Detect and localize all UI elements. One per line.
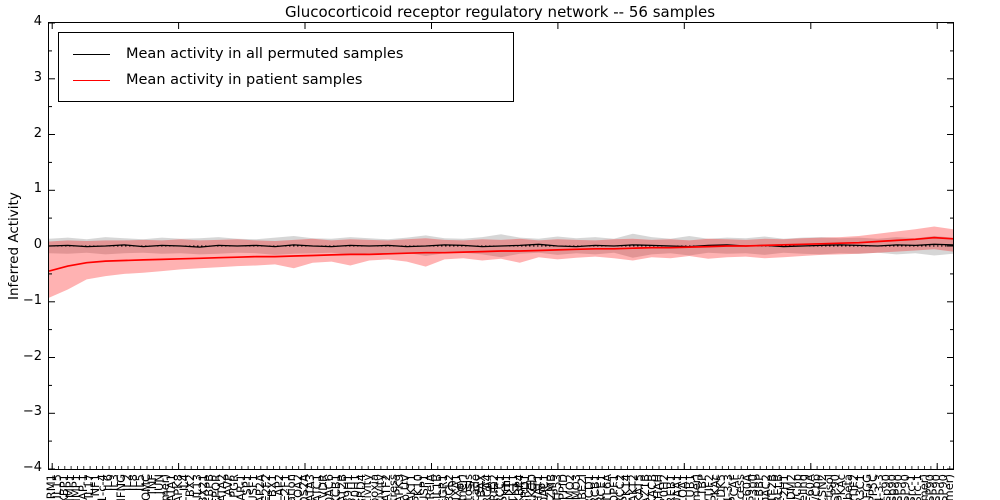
y-tick-label: −2 [22, 348, 42, 364]
legend-item-patient: Mean activity in patient samples [73, 67, 513, 93]
y-tick-label: 3 [33, 69, 42, 85]
permuted-line-swatch [73, 53, 110, 55]
legend-label-permuted: Mean activity in all permuted samples [126, 46, 404, 62]
y-tick-label: −4 [22, 460, 42, 475]
patient-line-swatch [73, 79, 110, 81]
y-tick-label: 2 [33, 125, 42, 141]
y-tick-label: −3 [22, 404, 42, 420]
y-tick-label: 4 [33, 14, 42, 29]
x-axis-label: Cellular Entities [446, 479, 554, 495]
chart-canvas [49, 23, 953, 469]
chart-title: Glucocorticoid receptor regulatory netwo… [284, 3, 716, 21]
y-axis-label: Inferred Activity [6, 192, 22, 300]
legend: Mean activity in all permuted samples Me… [58, 32, 514, 102]
legend-label-patient: Mean activity in patient samples [126, 72, 363, 88]
legend-item-permuted: Mean activity in all permuted samples [73, 41, 513, 67]
